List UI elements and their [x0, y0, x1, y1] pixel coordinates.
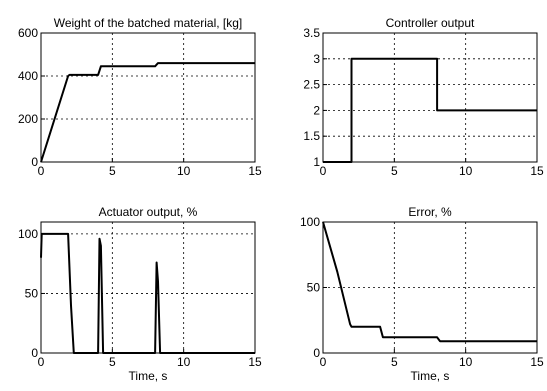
y-tick-label: 100 [18, 227, 38, 241]
y-tick-label: 0 [31, 155, 38, 169]
chart-title: Controller output [386, 16, 475, 30]
series-line [323, 57, 537, 163]
chart-title: Weight of the batched material, [kg] [54, 16, 243, 30]
y-tick-label: 100 [300, 215, 320, 229]
x-axis-label: Time, s [129, 369, 168, 383]
y-tick-label: 2 [313, 103, 320, 117]
y-tick-label: 1 [313, 155, 320, 169]
plot-area [40, 221, 256, 354]
plot-area [322, 32, 538, 163]
y-tick-label: 600 [18, 26, 38, 40]
x-axis-label: Time, s [411, 369, 450, 383]
series-line [322, 221, 537, 343]
x-tick-label: 10 [177, 164, 191, 178]
x-tick-label: 0 [38, 164, 45, 178]
y-tick-label: 200 [18, 112, 38, 126]
x-tick-label: 0 [320, 164, 327, 178]
x-tick-label: 0 [320, 355, 327, 369]
x-tick-label: 5 [109, 355, 116, 369]
x-tick-label: 15 [530, 355, 544, 369]
y-tick-label: 1.5 [303, 129, 320, 143]
series-line [40, 232, 255, 354]
x-tick-label: 0 [38, 355, 45, 369]
actuator-output-chart: 0 5 10 15 0 50 100 Actuator output, % Time, s [18, 205, 262, 383]
x-tick-label: 10 [177, 355, 191, 369]
chart-title: Actuator output, % [99, 205, 198, 219]
y-tick-label: 3 [313, 52, 320, 66]
x-tick-label: 15 [530, 164, 544, 178]
x-tick-label: 5 [391, 164, 398, 178]
chart-title: Error, % [408, 205, 452, 219]
y-tick-label: 3.5 [303, 26, 320, 40]
series-line [40, 62, 255, 163]
y-tick-label: 0 [313, 346, 320, 360]
x-tick-label: 5 [109, 164, 116, 178]
error-chart: 0 5 10 15 0 50 100 Error, % Time, s [300, 205, 544, 383]
y-tick-label: 400 [18, 69, 38, 83]
x-tick-label: 5 [391, 355, 398, 369]
y-tick-label: 50 [25, 286, 39, 300]
weight-chart: 0 5 10 15 0 200 400 600 Weight of the batched ma… [18, 16, 262, 178]
x-tick-label: 15 [248, 355, 262, 369]
x-tick-label: 15 [248, 164, 262, 178]
y-tick-label: 0 [31, 346, 38, 360]
x-tick-label: 10 [459, 164, 473, 178]
controller-output-chart: 0 5 10 15 1 1.5 2 2.5 3 3.5 Controller output [303, 16, 544, 178]
y-tick-label: 50 [307, 281, 321, 295]
plot-area [40, 32, 256, 163]
y-tick-label: 2.5 [303, 78, 320, 92]
x-tick-label: 10 [459, 355, 473, 369]
